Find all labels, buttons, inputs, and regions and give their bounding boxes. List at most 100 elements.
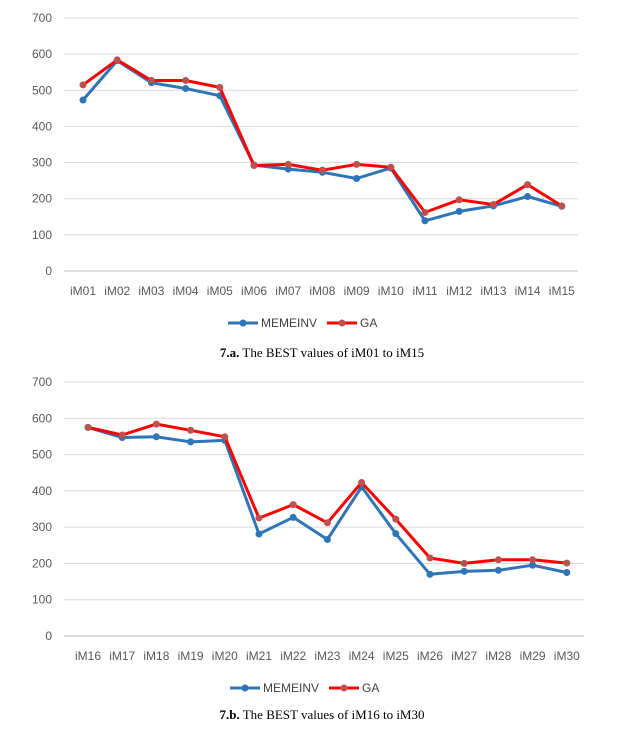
x-tick-label: iM07: [275, 284, 301, 298]
data-point-ga: [421, 208, 429, 216]
data-point-memeinv: [79, 96, 87, 104]
y-tick-label: 600: [32, 47, 52, 61]
x-tick-label: iM24: [349, 649, 375, 663]
data-point-memeinv: [455, 207, 463, 215]
data-point-ga: [426, 554, 434, 562]
x-tick-label: iM25: [383, 649, 409, 663]
data-point-ga: [455, 196, 463, 204]
data-point-memeinv: [255, 530, 263, 538]
y-tick-label: 400: [32, 119, 52, 133]
data-point-ga: [84, 423, 92, 431]
data-point-memeinv: [152, 433, 160, 441]
data-point-ga: [152, 420, 160, 428]
data-point-memeinv: [289, 513, 297, 521]
y-tick-label: 100: [32, 228, 52, 242]
y-tick-label: 200: [32, 192, 52, 206]
data-point-ga: [494, 556, 502, 564]
data-point-memeinv: [494, 566, 502, 574]
x-tick-label: iM27: [451, 649, 477, 663]
x-tick-label: iM04: [173, 284, 199, 298]
y-tick-label: 500: [32, 83, 52, 97]
x-tick-label: iM22: [280, 649, 306, 663]
data-point-ga: [392, 515, 400, 523]
data-point-ga: [563, 559, 571, 567]
data-point-ga: [216, 83, 224, 91]
data-point-memeinv: [421, 217, 429, 225]
y-tick-label: 300: [32, 520, 52, 534]
x-tick-label: iM09: [344, 284, 370, 298]
x-tick-label: iM23: [314, 649, 340, 663]
series-line-memeinv: [81, 59, 563, 223]
x-tick-label: iM12: [446, 284, 472, 298]
data-point-memeinv: [353, 174, 361, 182]
x-tick-label: iM06: [241, 284, 267, 298]
data-point-ga: [147, 77, 155, 85]
data-point-memeinv: [187, 438, 195, 446]
x-tick-label: iM01: [70, 284, 96, 298]
x-tick-label: iM10: [378, 284, 404, 298]
y-tick-label: 0: [45, 629, 52, 643]
data-point-ga: [289, 501, 297, 509]
y-tick-label: 100: [32, 593, 52, 607]
x-tick-label: iM11: [412, 284, 437, 298]
data-point-ga: [284, 160, 292, 168]
data-point-memeinv: [460, 567, 468, 575]
x-tick-label: iM05: [207, 284, 233, 298]
caption-7b: 7.b. The BEST values of iM16 to iM30: [0, 707, 644, 723]
legend-label-memeinv: MEMEINV: [263, 681, 319, 695]
x-tick-label: iM21: [246, 649, 272, 663]
y-tick-label: 400: [32, 484, 52, 498]
legend-label-ga: GA: [362, 681, 379, 695]
x-tick-label: iM08: [309, 284, 335, 298]
x-tick-label: iM03: [138, 284, 164, 298]
data-point-ga: [187, 426, 195, 434]
y-tick-label: 0: [45, 264, 52, 278]
caption-7a: 7.a. The BEST values of iM01 to iM15: [0, 345, 644, 361]
data-point-ga: [113, 56, 121, 64]
y-tick-label: 300: [32, 156, 52, 170]
data-point-ga: [358, 479, 366, 487]
x-tick-label: iM18: [143, 649, 169, 663]
legend-marker-memeinv: [241, 684, 249, 692]
line-chart-im01-im15: 0 100 200 300 400 500 600 700 iM01 iM02 iM03 iM04 iM…: [32, 11, 578, 330]
data-point-memeinv: [563, 569, 571, 576]
caption-7b-label: 7.b.: [219, 707, 240, 722]
legend-marker-ga: [340, 684, 348, 692]
series-line-memeinv: [87, 425, 568, 576]
x-tick-label: iM13: [480, 284, 506, 298]
data-point-ga: [250, 161, 258, 169]
data-point-ga: [353, 160, 361, 168]
x-tick-label: iM28: [485, 649, 511, 663]
data-point-ga: [323, 519, 331, 527]
data-point-memeinv: [323, 535, 331, 543]
x-tick-label: iM26: [417, 649, 443, 663]
caption-7a-label: 7.a.: [219, 345, 240, 360]
x-tick-label: iM20: [212, 649, 238, 663]
data-point-memeinv: [529, 561, 537, 569]
line-chart-im16-im30: 0 100 200 300 400 500 600 700 iM16 iM17 iM18 iM19 iM…: [32, 375, 584, 695]
data-point-ga: [221, 433, 229, 441]
data-point-ga: [524, 181, 532, 189]
data-point-ga: [118, 431, 126, 439]
x-tick-label: iM02: [104, 284, 130, 298]
x-tick-label: iM16: [75, 649, 101, 663]
x-tick-label: iM19: [178, 649, 204, 663]
data-point-ga: [182, 77, 190, 85]
y-tick-label: 200: [32, 556, 52, 570]
data-point-ga: [460, 559, 468, 567]
x-tick-label: iM29: [520, 649, 546, 663]
data-point-ga: [489, 200, 497, 208]
data-point-memeinv: [182, 84, 190, 92]
x-tick-label: iM14: [515, 284, 541, 298]
data-point-ga: [558, 202, 566, 210]
caption-7b-text: The BEST values of iM16 to iM30: [239, 707, 425, 722]
data-point-ga: [529, 556, 537, 564]
legend-label-memeinv: MEMEINV: [261, 316, 317, 330]
x-tick-label: iM15: [549, 284, 575, 298]
data-point-ga: [79, 81, 87, 89]
x-tick-label: iM17: [109, 649, 135, 663]
data-point-ga: [318, 166, 326, 174]
caption-7a-text: The BEST values of iM01 to iM15: [239, 345, 425, 360]
x-tick-label: iM30: [554, 649, 580, 663]
data-point-memeinv: [392, 530, 400, 538]
